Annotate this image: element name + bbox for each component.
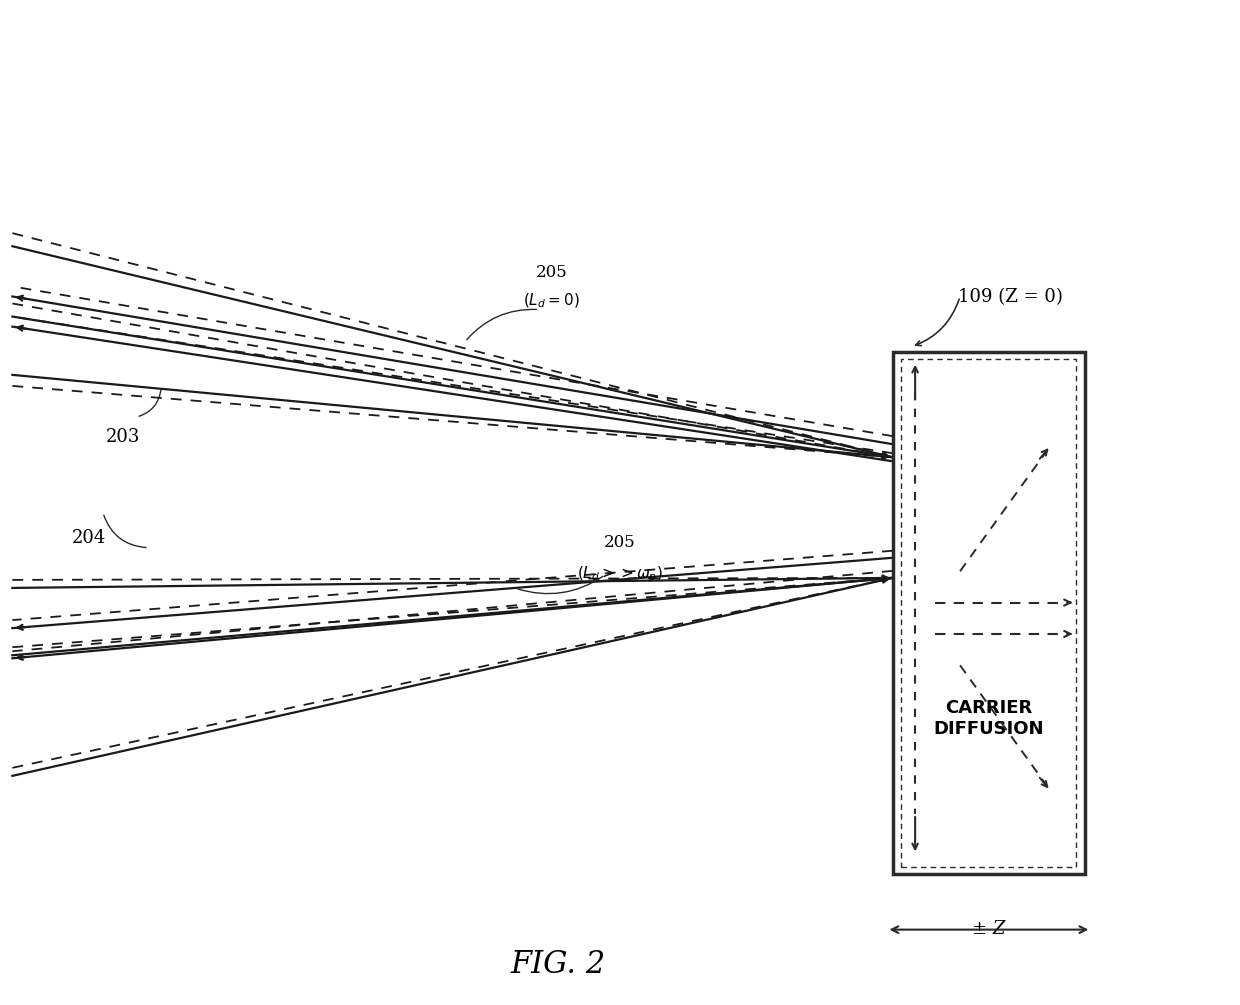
Text: 204: 204 [72,529,107,547]
Text: 203: 203 [105,428,140,446]
Text: 205: 205 [604,534,636,551]
Text: ± Z: ± Z [972,920,1004,938]
Text: 205: 205 [536,264,568,281]
Text: $(L_d = 0)$: $(L_d = 0)$ [523,291,580,310]
Text: CARRIER
DIFFUSION: CARRIER DIFFUSION [932,699,1044,738]
Text: $(L_d >> \omega_p)$: $(L_d >> \omega_p)$ [577,565,663,585]
Text: FIG. 2: FIG. 2 [511,949,605,980]
Text: 109 (Z = 0): 109 (Z = 0) [959,288,1063,307]
Polygon shape [893,352,1085,874]
